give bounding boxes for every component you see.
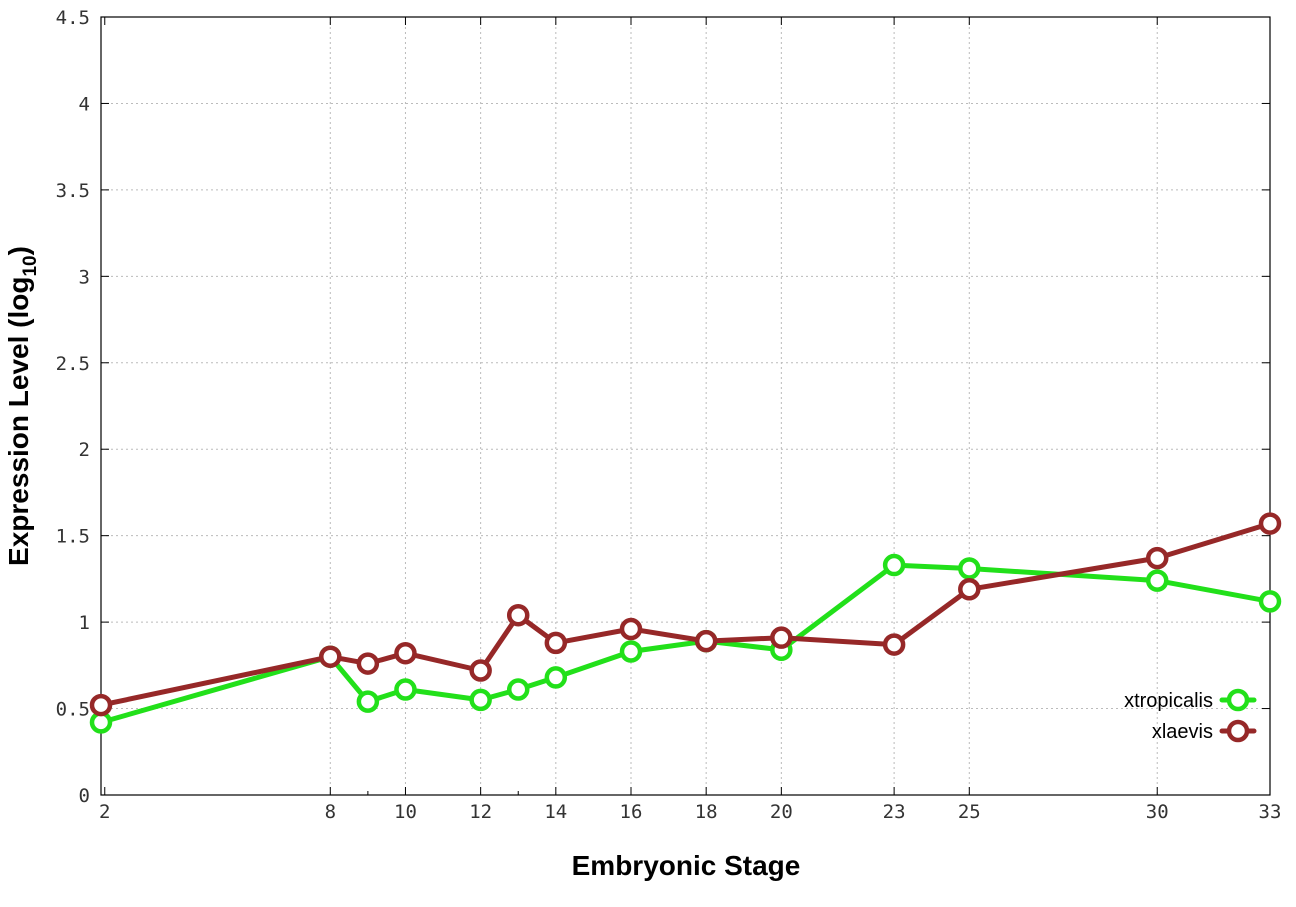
legend-marker-xtropicalis (1226, 688, 1250, 712)
x-tick-label: 25 (958, 801, 981, 823)
y-tick-label: 3.5 (56, 180, 90, 202)
x-tick-label: 33 (1259, 801, 1282, 823)
x-tick-label: 20 (770, 801, 793, 823)
y-tick-label: 2 (79, 439, 90, 461)
legend-marker-xlaevis (1226, 719, 1250, 743)
y-tick-label: 1 (79, 612, 90, 634)
x-axis-title: Embryonic Stage (572, 850, 801, 881)
y-axis-tick-labels: 0 0.5 1 1.5 2 2.5 3 3.5 4 4.5 (56, 7, 90, 807)
x-tick-label: 18 (695, 801, 718, 823)
x-tick-label: 30 (1146, 801, 1169, 823)
data-point-xtropicalis (469, 688, 492, 712)
data-point-xlaevis (469, 659, 492, 682)
data-point-xlaevis (1145, 546, 1169, 570)
data-point-xlaevis (89, 693, 113, 717)
series-layer (89, 512, 1282, 734)
data-point-xlaevis (882, 633, 906, 656)
series-xtropicalis (89, 553, 1282, 734)
y-tick-label: 2.5 (56, 353, 90, 375)
data-point-xtropicalis (882, 553, 906, 577)
data-point-xlaevis (1258, 512, 1282, 535)
data-point-xtropicalis (619, 640, 643, 663)
grid (101, 17, 1270, 795)
x-tick-label: 2 (99, 801, 110, 823)
legend: xtropicalis xlaevis (1124, 688, 1257, 743)
x-tick-label: 12 (469, 801, 492, 823)
data-point-xtropicalis (958, 557, 981, 580)
series-line-xtropicalis (100, 562, 1271, 725)
axis-ticks (101, 16, 1271, 796)
series-xlaevis (89, 512, 1282, 717)
x-tick-label: 16 (620, 801, 643, 823)
data-point-xlaevis (958, 578, 981, 601)
data-point-xtropicalis (394, 678, 417, 701)
data-point-xtropicalis (506, 678, 530, 701)
legend-label-xtropicalis: xtropicalis (1124, 690, 1213, 712)
data-point-xlaevis (694, 629, 718, 653)
y-tick-label: 0.5 (56, 699, 90, 721)
y-axis-title-close: ) (3, 246, 34, 255)
data-point-xlaevis (544, 631, 568, 655)
y-axis-title-main: Expression Level (log (3, 277, 34, 566)
plot-frame (100, 16, 1271, 796)
data-point-xtropicalis (1258, 590, 1282, 613)
x-tick-label: 14 (544, 801, 567, 823)
y-tick-label: 3 (79, 266, 90, 288)
x-tick-label: 8 (325, 801, 336, 823)
x-axis-tick-labels: 2 8 10 12 14 16 18 20 23 25 30 33 (99, 801, 1281, 823)
y-axis-title: Expression Level (log10) (3, 246, 41, 566)
y-tick-label: 4.5 (56, 7, 90, 29)
data-point-xtropicalis (544, 666, 568, 689)
y-tick-label: 4 (79, 93, 90, 115)
y-tick-label: 1.5 (56, 526, 90, 548)
data-point-xlaevis (506, 603, 530, 627)
x-tick-label: 10 (394, 801, 417, 823)
data-point-xlaevis (394, 641, 417, 665)
data-point-xlaevis (619, 617, 643, 641)
y-axis-title-subscript: 10 (20, 255, 41, 276)
legend-label-xlaevis: xlaevis (1152, 721, 1213, 743)
data-point-xlaevis (319, 645, 342, 668)
series-line-xlaevis (100, 521, 1271, 708)
y-tick-label: 0 (79, 785, 90, 807)
data-point-xlaevis (770, 626, 793, 649)
x-tick-label: 23 (883, 801, 906, 823)
data-point-xlaevis (356, 652, 380, 675)
data-point-xtropicalis (1145, 569, 1169, 592)
data-point-xtropicalis (356, 690, 380, 713)
